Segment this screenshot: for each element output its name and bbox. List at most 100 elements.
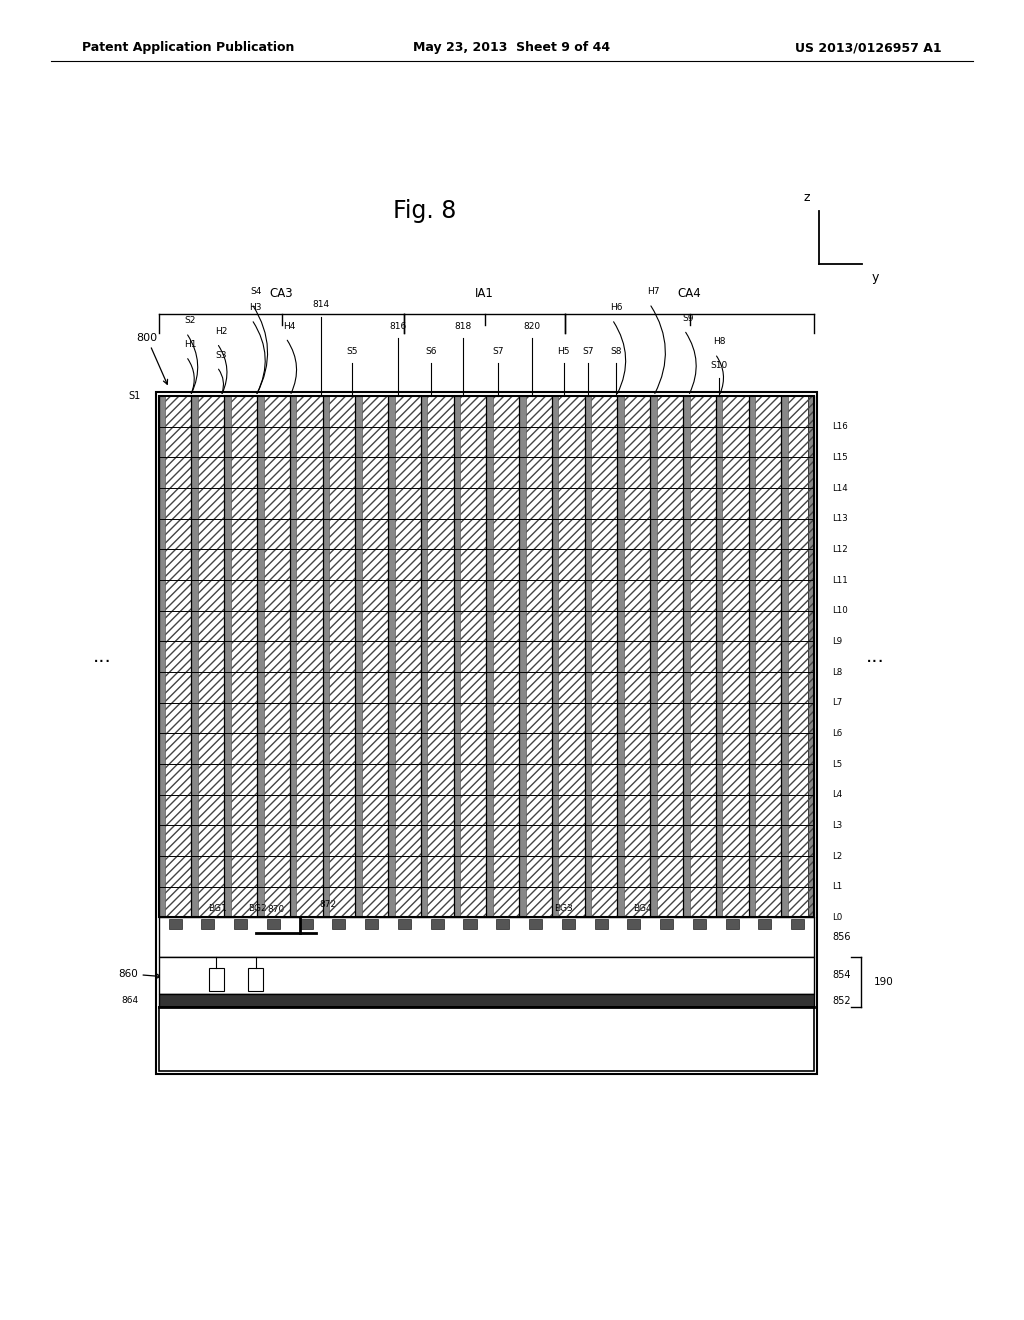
Bar: [683, 396, 689, 917]
Bar: [689, 396, 716, 917]
Text: 850: 850: [641, 1047, 659, 1056]
Bar: [525, 396, 552, 917]
Bar: [716, 396, 722, 917]
Text: L13: L13: [833, 515, 848, 523]
Bar: [726, 919, 738, 929]
Text: H6: H6: [610, 304, 623, 312]
Text: L0: L0: [833, 913, 843, 921]
Text: 862: 862: [208, 998, 225, 1006]
Bar: [552, 396, 558, 917]
Bar: [329, 396, 355, 917]
Bar: [202, 919, 214, 929]
Text: IA1: IA1: [475, 286, 495, 300]
Text: Fig. 8: Fig. 8: [393, 199, 457, 223]
Text: S2: S2: [184, 317, 196, 325]
Text: 854: 854: [833, 970, 851, 981]
Bar: [263, 396, 290, 917]
Bar: [234, 919, 247, 929]
Text: 800: 800: [136, 333, 168, 384]
Bar: [689, 396, 716, 917]
Bar: [366, 919, 378, 929]
Bar: [248, 968, 263, 991]
Bar: [421, 396, 427, 917]
Text: 820: 820: [523, 322, 541, 330]
Bar: [361, 396, 388, 917]
Text: 856: 856: [833, 932, 851, 942]
Bar: [460, 396, 486, 917]
Bar: [749, 396, 755, 917]
Text: 870: 870: [267, 906, 285, 913]
Text: S1: S1: [128, 391, 140, 401]
Bar: [296, 396, 323, 917]
Bar: [191, 396, 198, 917]
Text: L16: L16: [833, 422, 848, 432]
Text: 190: 190: [873, 977, 893, 987]
Bar: [394, 396, 421, 917]
Text: L15: L15: [833, 453, 848, 462]
Text: H4: H4: [284, 322, 296, 330]
Bar: [165, 396, 191, 917]
Bar: [388, 396, 394, 917]
Bar: [558, 396, 585, 917]
Text: S6: S6: [425, 347, 436, 355]
Bar: [808, 396, 814, 917]
Bar: [323, 396, 329, 917]
Text: 872: 872: [319, 900, 337, 908]
Bar: [361, 396, 388, 917]
Text: L9: L9: [833, 636, 843, 645]
Text: 860: 860: [118, 969, 161, 979]
Text: H7: H7: [647, 288, 659, 296]
Bar: [290, 396, 296, 917]
Text: 868: 868: [282, 982, 299, 990]
Bar: [693, 919, 706, 929]
Bar: [464, 919, 476, 929]
Bar: [585, 396, 591, 917]
Bar: [209, 968, 224, 991]
Text: CA3: CA3: [269, 286, 294, 300]
Bar: [529, 919, 542, 929]
Bar: [792, 919, 804, 929]
Bar: [159, 396, 814, 917]
Bar: [159, 994, 814, 1007]
Text: BG3: BG3: [554, 904, 573, 912]
Bar: [355, 396, 361, 917]
Bar: [198, 396, 224, 917]
Bar: [562, 919, 574, 929]
Text: L6: L6: [833, 729, 843, 738]
Text: H3: H3: [250, 304, 262, 312]
Bar: [394, 396, 421, 917]
Bar: [755, 396, 781, 917]
Bar: [617, 396, 624, 917]
Text: BG4: BG4: [633, 904, 651, 912]
Bar: [787, 396, 814, 917]
Text: S5: S5: [346, 347, 357, 355]
Text: L2: L2: [833, 851, 843, 861]
Text: S10: S10: [711, 362, 728, 370]
Text: H8: H8: [713, 338, 725, 346]
Bar: [296, 396, 323, 917]
Text: H5: H5: [557, 347, 570, 355]
Text: z: z: [804, 191, 810, 205]
Bar: [263, 396, 290, 917]
Bar: [656, 396, 683, 917]
Text: S9: S9: [683, 314, 694, 322]
Text: L1: L1: [833, 882, 843, 891]
Text: S3: S3: [215, 351, 226, 359]
Text: S7: S7: [583, 347, 594, 355]
Bar: [624, 396, 650, 917]
Text: L7: L7: [833, 698, 843, 708]
Bar: [156, 392, 817, 1074]
Text: L4: L4: [833, 791, 843, 799]
Bar: [230, 396, 257, 917]
Text: L5: L5: [833, 759, 843, 768]
Text: S7: S7: [493, 347, 504, 355]
Bar: [624, 396, 650, 917]
Bar: [257, 396, 263, 917]
Bar: [159, 917, 814, 957]
Text: H2: H2: [215, 327, 227, 335]
Text: 852: 852: [833, 995, 851, 1006]
Bar: [165, 396, 191, 917]
Bar: [660, 919, 673, 929]
Text: 814: 814: [312, 301, 330, 309]
Text: L14: L14: [833, 483, 848, 492]
